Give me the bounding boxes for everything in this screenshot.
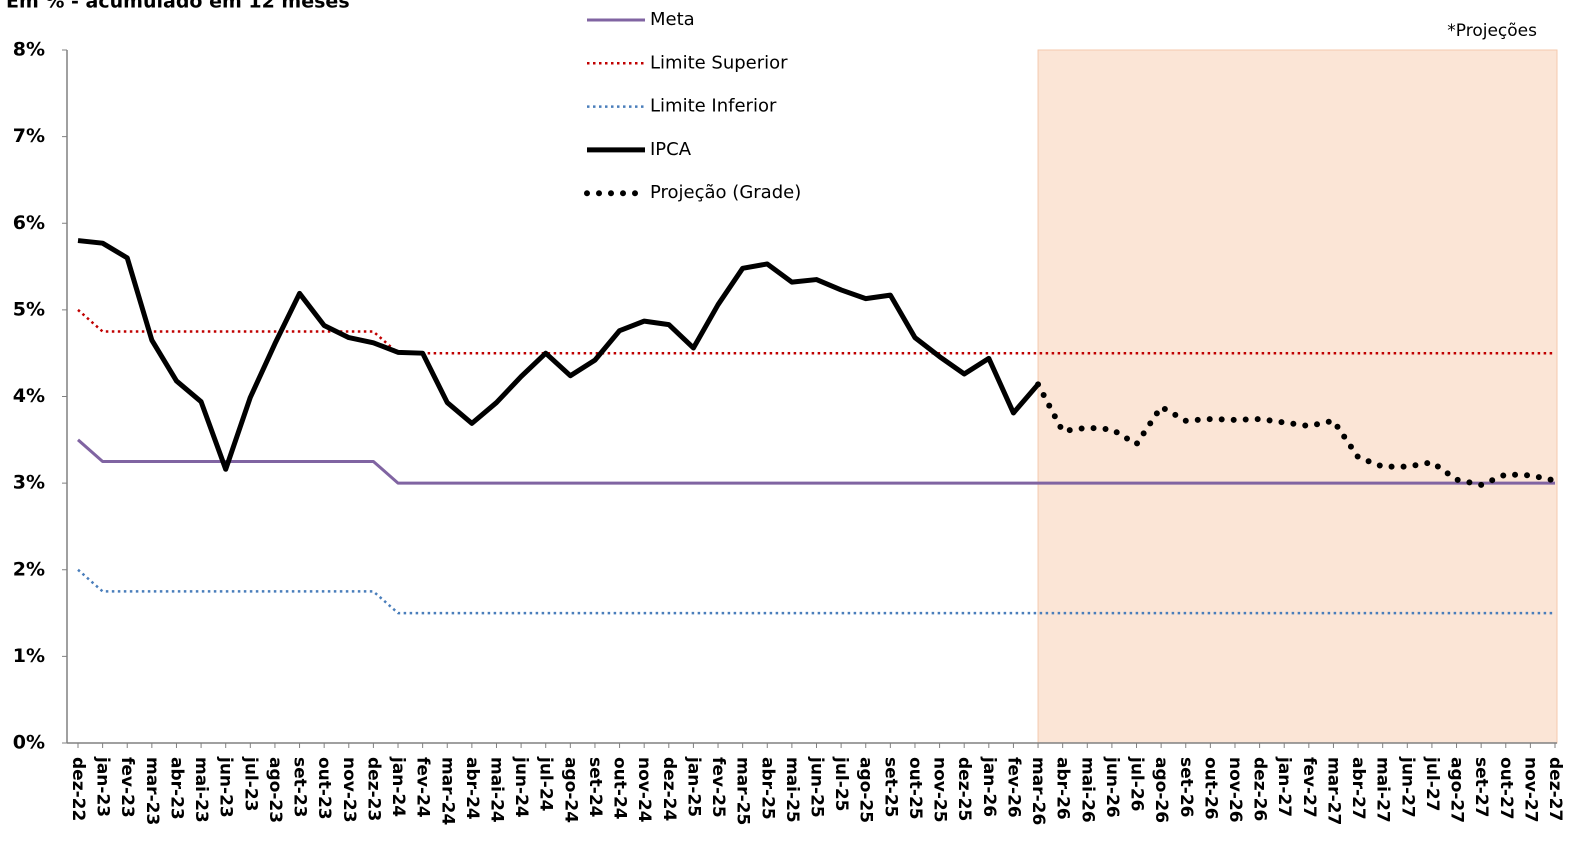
x-tick-label: jan-23	[93, 756, 113, 817]
x-tick-label: jul-24	[536, 756, 556, 812]
x-tick-label: mar-24	[437, 757, 457, 825]
x-tick-label: abr-25	[757, 757, 777, 820]
x-tick-label: fev-25	[708, 757, 728, 818]
x-tick-label: jul-25	[831, 756, 851, 811]
x-tick-label: jan-26	[979, 756, 999, 817]
x-tick-label: nov-25	[930, 757, 950, 823]
legend-label: Limite Superior	[650, 52, 788, 73]
x-tick-label: fev-27	[1299, 757, 1319, 818]
x-tick-label: abr-23	[166, 757, 186, 820]
x-tick-label: abr-24	[462, 757, 482, 820]
y-tick-label: 3%	[13, 472, 45, 494]
x-tick-label: ago-26	[1151, 757, 1171, 823]
x-tick-label: abr-27	[1348, 757, 1368, 820]
legend-label: Projeção (Grade)	[650, 182, 801, 203]
series-line	[77, 438, 1555, 485]
x-tick-label: dez-24	[659, 757, 679, 821]
y-tick-label: 2%	[13, 558, 45, 580]
y-tick-label: 4%	[13, 385, 45, 407]
x-tick-label: jun-23	[216, 756, 236, 818]
x-tick-label: nov-27	[1520, 757, 1540, 823]
y-tick-label: 0%	[13, 732, 45, 754]
x-tick-label: abr-26	[1053, 757, 1073, 820]
x-tick-label: out-23	[314, 757, 334, 820]
x-tick-label: ago-25	[856, 757, 876, 823]
y-tick-label: 1%	[13, 645, 45, 667]
x-tick-label: ago-24	[560, 757, 580, 823]
series-line	[77, 308, 1555, 355]
x-tick-label: out-26	[1200, 757, 1220, 820]
series-line	[77, 238, 1040, 472]
x-tick-label: jun-24	[511, 756, 531, 818]
x-tick-label: set-27	[1471, 757, 1491, 818]
x-tick-label: mai-23	[191, 757, 211, 823]
annotation: *Projeções	[1447, 21, 1537, 41]
x-tick-label: mar-23	[142, 757, 162, 825]
series-line	[1035, 381, 1558, 488]
legend-label: Meta	[650, 9, 695, 30]
x-tick-label: dez-25	[954, 757, 974, 821]
y-tick-label: 8%	[13, 39, 45, 61]
x-tick-label: jun-26	[1102, 756, 1122, 818]
x-tick-label: fev-26	[1003, 757, 1023, 818]
x-tick-label: jul-27	[1422, 756, 1442, 811]
x-tick-label: nov-24	[634, 757, 654, 823]
y-tick-label: 5%	[13, 298, 45, 320]
x-tick-label: ago-23	[265, 757, 285, 823]
x-tick-label: mar-27	[1323, 757, 1343, 825]
x-tick-label: jan-25	[683, 756, 703, 817]
y-tick-label: 7%	[13, 125, 45, 147]
x-tick-label: jan-27	[1274, 756, 1294, 817]
legend-label: Limite Inferior	[650, 96, 777, 117]
x-tick-label: mai-27	[1373, 757, 1393, 823]
x-tick-label: fev-23	[117, 757, 137, 818]
x-tick-label: dez-23	[363, 757, 383, 821]
x-tick-label: dez-22	[68, 757, 88, 821]
projection-region	[1037, 49, 1558, 744]
legend-label: IPCA	[650, 139, 692, 160]
y-tick-label: 6%	[13, 212, 45, 234]
x-tick-label: set-26	[1176, 757, 1196, 818]
x-tick-label: out-27	[1496, 757, 1516, 820]
x-tick-label: jan-24	[388, 756, 408, 817]
x-tick-label: set-25	[880, 757, 900, 818]
x-tick-label: set-23	[290, 757, 310, 818]
x-tick-label: dez-26	[1250, 757, 1270, 821]
series-line	[77, 568, 1555, 615]
x-tick-label: mai-24	[486, 757, 506, 823]
x-tick-label: jun-25	[807, 756, 827, 818]
x-tick-label: mar-25	[733, 757, 753, 825]
x-tick-label: mar-26	[1028, 757, 1048, 825]
x-tick-label: out-24	[610, 757, 630, 820]
x-tick-label: jul-23	[240, 756, 260, 811]
x-tick-label: mai-26	[1077, 757, 1097, 823]
x-tick-label: nov-23	[339, 757, 359, 823]
x-tick-label: ago-27	[1447, 757, 1467, 823]
x-tick-label: set-24	[585, 757, 605, 818]
x-tick-label: fev-24	[413, 757, 433, 818]
x-tick-label: jun-27	[1397, 756, 1417, 818]
x-tick-label: jul-26	[1127, 756, 1147, 811]
x-tick-label: out-25	[905, 757, 925, 820]
x-tick-label: nov-26	[1225, 757, 1245, 823]
x-tick-label: dez-27	[1545, 757, 1565, 821]
x-tick-label: mai-25	[782, 757, 802, 823]
chart-title: Em % - acumulado em 12 meses	[6, 0, 350, 13]
